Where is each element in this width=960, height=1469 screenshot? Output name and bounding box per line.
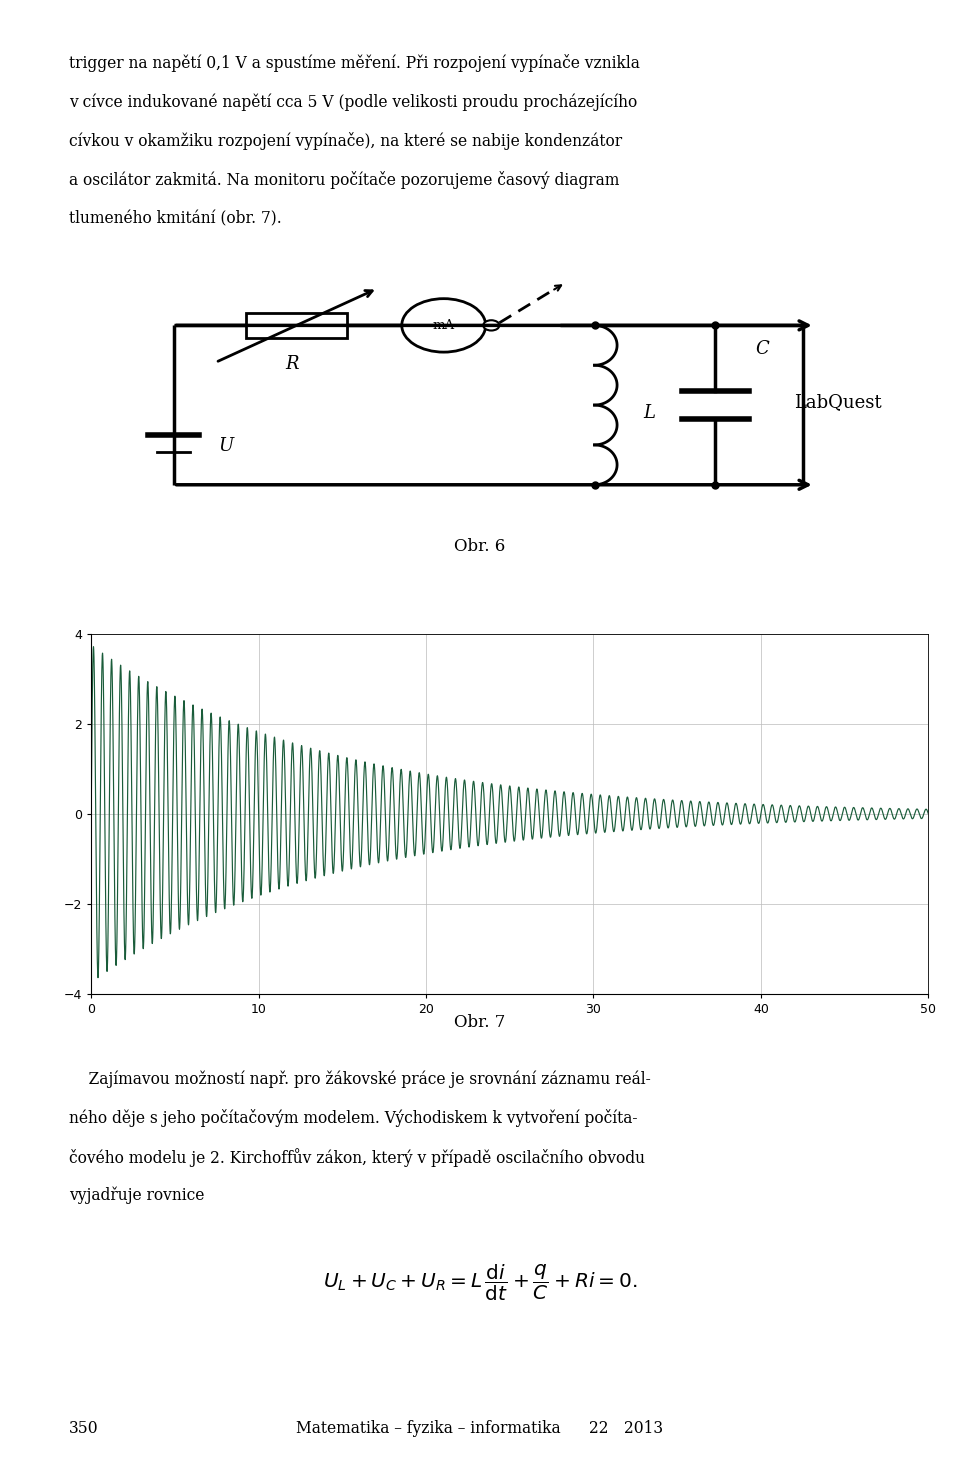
Text: Obr. 6: Obr. 6: [454, 538, 506, 555]
Text: trigger na napětí 0,1 V a spustíme měření. Při rozpojení vypínače vznikla: trigger na napětí 0,1 V a spustíme měřen…: [69, 54, 640, 72]
Text: C: C: [756, 339, 770, 358]
Text: v cívce indukované napětí cca 5 V (podle velikosti proudu procházejícího: v cívce indukované napětí cca 5 V (podle…: [69, 94, 637, 110]
Text: cívkou v okamžiku rozpojení vypínače), na které se nabije kondenzátor: cívkou v okamžiku rozpojení vypínače), n…: [69, 132, 622, 150]
Text: $U_L + U_C + U_R = L\,\dfrac{\mathrm{d}i}{\mathrm{d}t} + \dfrac{q}{C} + Ri = 0.$: $U_L + U_C + U_R = L\,\dfrac{\mathrm{d}i…: [323, 1262, 637, 1303]
Text: mA: mA: [433, 319, 455, 332]
Text: tlumeného kmitání (obr. 7).: tlumeného kmitání (obr. 7).: [69, 210, 282, 228]
Text: 350: 350: [69, 1419, 99, 1437]
Text: a oscilátor zakmitá. Na monitoru počítače pozorujeme časový diagram: a oscilátor zakmitá. Na monitoru počítač…: [69, 170, 619, 190]
Text: Zajímavou možností např. pro žákovské práce je srovnání záznamu reál-: Zajímavou možností např. pro žákovské pr…: [69, 1069, 651, 1087]
Text: Obr. 7: Obr. 7: [454, 1014, 506, 1031]
Text: LabQuest: LabQuest: [795, 394, 882, 411]
Text: R: R: [286, 355, 300, 373]
Text: čového modelu je 2. Kirchoffův zákon, který v případě oscilačního obvodu: čového modelu je 2. Kirchoffův zákon, kt…: [69, 1147, 645, 1166]
Text: Matematika – fyzika – informatika    22 2013: Matematika – fyzika – informatika 22 201…: [297, 1419, 663, 1437]
Bar: [246, 313, 347, 338]
Text: ného děje s jeho počítačovým modelem. Východiskem k vytvoření počíta-: ného děje s jeho počítačovým modelem. Vý…: [69, 1109, 637, 1127]
Circle shape: [483, 320, 499, 331]
Circle shape: [402, 298, 486, 353]
Text: L: L: [643, 404, 655, 422]
Text: vyjadřuje rovnice: vyjadřuje rovnice: [69, 1187, 204, 1205]
Text: U: U: [218, 438, 233, 455]
